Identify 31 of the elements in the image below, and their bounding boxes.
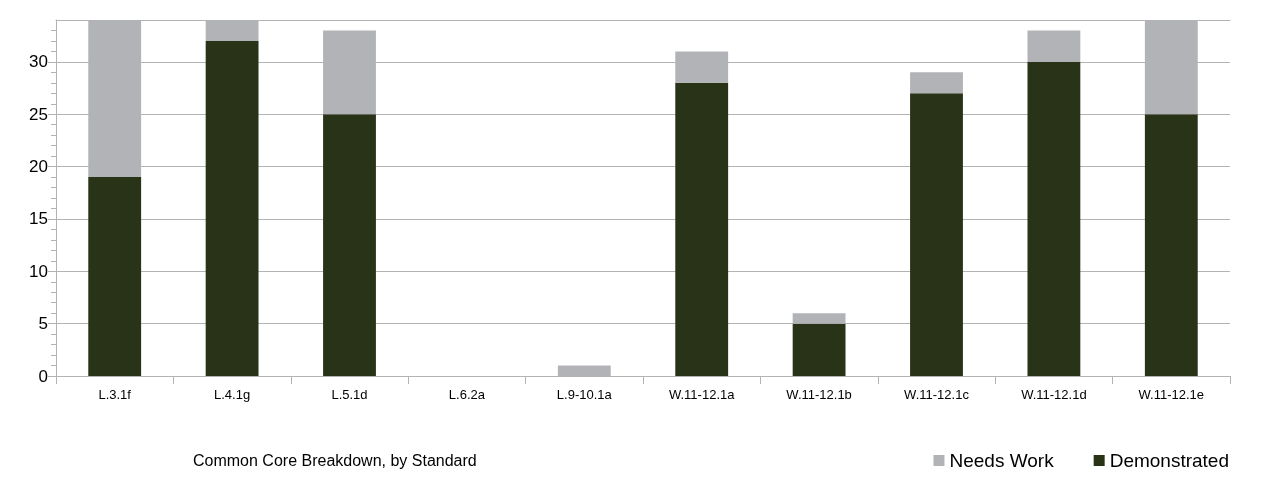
x-tick-label: W.11-12.1d xyxy=(1021,387,1087,402)
bar xyxy=(1027,61,1081,376)
x-tick-label: W.11-12.1e xyxy=(1138,387,1205,402)
y-tick-label: 5 xyxy=(38,314,48,334)
x-tick-label: L.5.1d xyxy=(331,387,368,402)
legend-label: Demonstrated xyxy=(1109,450,1230,471)
x-tick-label: W.11-12.1a xyxy=(668,387,736,402)
y-tick-label: 0 xyxy=(38,366,48,386)
x-tick-label: L.4.1g xyxy=(214,387,251,402)
bar xyxy=(910,93,963,376)
bar xyxy=(557,365,611,376)
bar xyxy=(675,82,729,376)
bar xyxy=(323,114,376,376)
text: Common Core Breakdown, by Standard xyxy=(193,451,477,469)
y-tick-label: 25 xyxy=(29,104,48,124)
x-tick-label: L.6.2a xyxy=(448,387,486,402)
x-tick-label: W.11-12.1b xyxy=(786,387,852,402)
bar xyxy=(910,72,963,94)
y-tick-label: 15 xyxy=(29,209,48,229)
y-tick-label: 10 xyxy=(29,261,48,281)
y-tick-label: 30 xyxy=(29,52,48,72)
y-tick-label: 20 xyxy=(29,157,48,177)
bar xyxy=(1144,114,1198,376)
bar xyxy=(1027,30,1081,62)
x-tick-label: L.3.1f xyxy=(98,387,132,402)
bar xyxy=(88,177,142,376)
bar xyxy=(205,40,259,376)
x-tick-label: W.11-12.1c xyxy=(904,387,970,402)
bar xyxy=(792,323,846,376)
x-tick-label: L.9-10.1a xyxy=(556,387,613,402)
legend-label: Needs Work xyxy=(949,450,1055,471)
